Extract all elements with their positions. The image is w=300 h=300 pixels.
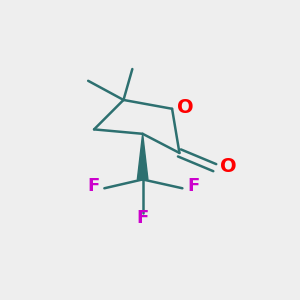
Text: O: O (177, 98, 194, 117)
Text: F: F (188, 177, 200, 195)
Text: F: F (87, 177, 99, 195)
Text: O: O (220, 157, 236, 176)
Text: F: F (136, 209, 149, 227)
Polygon shape (137, 134, 148, 179)
